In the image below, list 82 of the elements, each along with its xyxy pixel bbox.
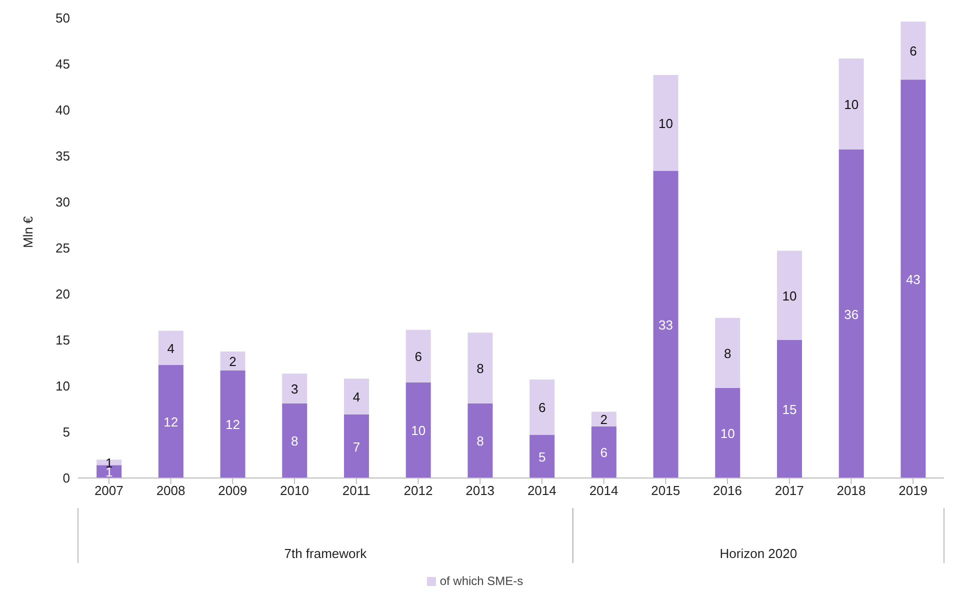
data-label: 8	[724, 346, 732, 361]
y-tick-label: 30	[56, 194, 70, 210]
y-axis-title: Mln €	[20, 215, 36, 248]
bar	[838, 58, 864, 150]
x-tick-label: 2007	[94, 483, 124, 498]
x-tick-label: 2017	[774, 483, 804, 498]
data-label: 6	[600, 445, 608, 460]
data-label: 10	[658, 116, 674, 131]
x-tick-label: 2013	[466, 483, 495, 498]
data-label: 12	[226, 417, 240, 432]
data-label: 15	[782, 402, 797, 417]
data-label: 8	[291, 434, 298, 449]
bar	[158, 330, 184, 365]
bar	[776, 250, 802, 340]
data-label: 10	[720, 426, 735, 441]
y-tick-label: 10	[56, 378, 70, 394]
data-label: 4	[167, 340, 175, 356]
data-label: 10	[844, 97, 859, 112]
x-tick-label: 2016	[713, 483, 742, 498]
data-label: 10	[411, 423, 426, 438]
bar	[653, 170, 678, 478]
data-label: 7	[352, 439, 360, 454]
bar	[776, 340, 802, 478]
bar	[344, 378, 369, 415]
bar	[96, 460, 122, 466]
bar	[158, 364, 184, 478]
bar	[220, 352, 246, 370]
data-label: 4	[352, 390, 360, 405]
bar	[344, 414, 369, 478]
x-tick-label: 2015	[651, 483, 680, 498]
x-tick-label: 2014	[589, 483, 618, 498]
data-label: 6	[414, 349, 422, 364]
data-label: 8	[476, 434, 484, 449]
data-label: 43	[906, 272, 920, 287]
bar	[530, 434, 555, 478]
y-tick-label: 25	[56, 240, 70, 256]
x-tick-label: 2014	[527, 483, 556, 498]
bar	[715, 388, 740, 478]
bar	[406, 330, 431, 382]
text: 7th framework	[284, 546, 368, 561]
x-tick-label: 2008	[156, 483, 186, 498]
y-tick-label: 0	[62, 470, 70, 486]
data-label: 12	[164, 414, 178, 430]
bar	[282, 374, 308, 404]
bar	[900, 80, 926, 478]
bar	[468, 332, 493, 404]
bar	[406, 382, 431, 478]
bar	[591, 426, 616, 478]
y-tick-label: 5	[62, 424, 70, 440]
data-label: 36	[844, 306, 859, 322]
y-tick-label: 45	[56, 56, 70, 72]
data-label: 3	[291, 382, 298, 397]
bar	[653, 75, 678, 171]
data-label: 10	[782, 288, 797, 304]
bar	[220, 370, 246, 478]
legend-label: of which SME-s	[438, 574, 524, 588]
y-tick-label: 35	[56, 148, 70, 164]
y-tick-label: 20	[56, 286, 70, 302]
x-tick-label: 2019	[898, 483, 928, 498]
bar	[900, 22, 926, 80]
text: Horizon 2020	[720, 546, 798, 561]
data-label: 5	[538, 449, 546, 464]
bar	[591, 412, 616, 426]
x-tick-label: 2009	[218, 483, 248, 498]
y-tick-label: 15	[56, 332, 70, 348]
x-tick-label: 2012	[404, 483, 433, 498]
data-label: 2	[229, 354, 236, 369]
x-tick-label: 2010	[280, 483, 309, 498]
bar	[468, 403, 493, 478]
bar	[282, 403, 308, 478]
data-label: 6	[910, 44, 917, 59]
x-tick-label: 2018	[836, 483, 866, 498]
x-tick-label: 2011	[342, 483, 370, 498]
bar	[715, 318, 740, 388]
bar	[838, 150, 864, 478]
y-tick-label: 40	[56, 102, 70, 118]
data-label: 33	[658, 317, 674, 332]
bar	[530, 380, 555, 435]
data-label: 8	[476, 361, 484, 376]
data-label: 2	[600, 412, 608, 428]
y-tick-label: 50	[56, 10, 70, 26]
data-label: 6	[538, 400, 546, 416]
